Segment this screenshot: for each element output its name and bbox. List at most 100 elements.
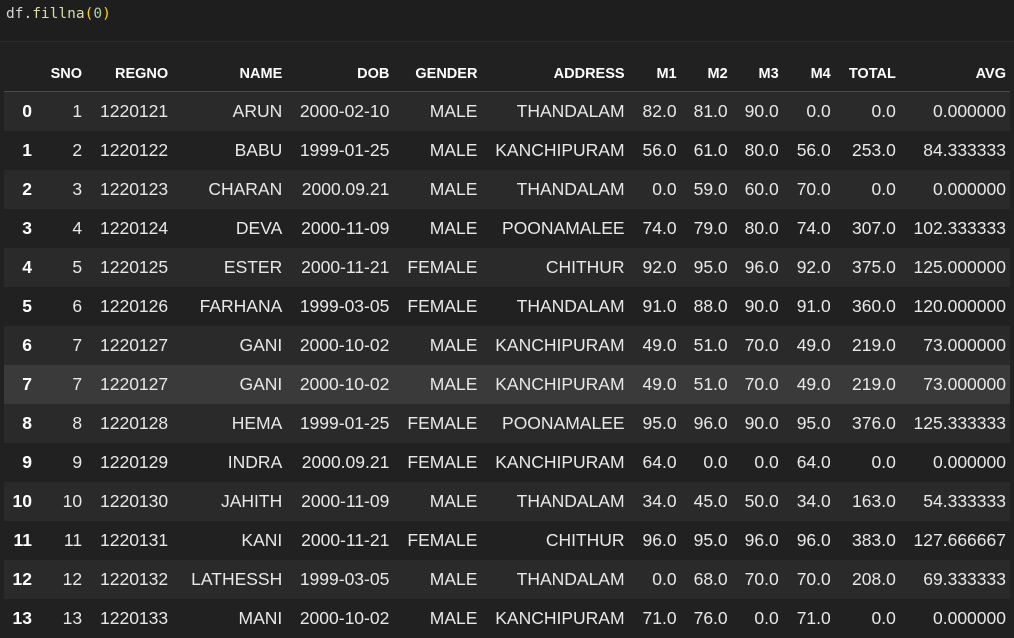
table-cell: 1220130: [82, 482, 168, 521]
table-cell: 68.0: [677, 560, 728, 599]
table-cell: 95.0: [625, 404, 677, 443]
table-cell: 73.000000: [896, 365, 1010, 404]
table-cell: 90.0: [728, 287, 779, 326]
table-cell: CHITHUR: [477, 248, 624, 287]
table-cell: 0.0: [677, 443, 728, 482]
table-cell: 8: [32, 404, 82, 443]
column-header: ADDRESS: [477, 56, 624, 92]
table-cell: 64.0: [779, 443, 831, 482]
table-cell: 11: [32, 521, 82, 560]
row-index: 2: [4, 170, 32, 209]
table-cell: MALE: [389, 365, 477, 404]
table-cell: FEMALE: [389, 404, 477, 443]
table-cell: POONAMALEE: [477, 209, 624, 248]
table-cell: 51.0: [677, 326, 728, 365]
table-cell: 1999-01-25: [282, 404, 389, 443]
table-cell: 4: [32, 209, 82, 248]
table-cell: FEMALE: [389, 248, 477, 287]
table-cell: 96.0: [728, 248, 779, 287]
table-cell: 96.0: [677, 404, 728, 443]
table-cell: 1220124: [82, 209, 168, 248]
table-cell: FEMALE: [389, 443, 477, 482]
column-header: NAME: [168, 56, 282, 92]
row-index: 3: [4, 209, 32, 248]
column-header: DOB: [282, 56, 389, 92]
table-cell: 7: [32, 365, 82, 404]
table-cell: KANCHIPURAM: [477, 365, 624, 404]
table-cell: 0.0: [831, 170, 896, 209]
table-cell: 54.333333: [896, 482, 1010, 521]
row-index: 7: [4, 365, 32, 404]
table-cell: 49.0: [625, 365, 677, 404]
table-cell: 60.0: [728, 170, 779, 209]
table-cell: 125.000000: [896, 248, 1010, 287]
table-cell: 84.333333: [896, 131, 1010, 170]
table-cell: 70.0: [728, 326, 779, 365]
table-cell: 219.0: [831, 365, 896, 404]
table-cell: 1220133: [82, 599, 168, 638]
table-cell: 79.0: [677, 209, 728, 248]
table-cell: FEMALE: [389, 287, 477, 326]
table-cell: 1999-03-05: [282, 560, 389, 599]
table-cell: BABU: [168, 131, 282, 170]
table-cell: MALE: [389, 599, 477, 638]
table-cell: 64.0: [625, 443, 677, 482]
table-cell: KANCHIPURAM: [477, 599, 624, 638]
row-index: 5: [4, 287, 32, 326]
table-cell: 59.0: [677, 170, 728, 209]
table-cell: 69.333333: [896, 560, 1010, 599]
table-cell: 70.0: [779, 560, 831, 599]
table-cell: 1220128: [82, 404, 168, 443]
table-cell: 0.0: [831, 599, 896, 638]
code-cell-input[interactable]: df.fillna(0): [0, 0, 1014, 42]
table-cell: 95.0: [677, 521, 728, 560]
table-cell: HEMA: [168, 404, 282, 443]
table-cell: 1: [32, 92, 82, 132]
table-cell: 70.0: [728, 560, 779, 599]
table-cell: 383.0: [831, 521, 896, 560]
table-cell: 360.0: [831, 287, 896, 326]
row-index: 12: [4, 560, 32, 599]
table-cell: THANDALAM: [477, 170, 624, 209]
table-cell: 73.000000: [896, 326, 1010, 365]
table-cell: 96.0: [728, 521, 779, 560]
table-cell: LATHESSH: [168, 560, 282, 599]
table-cell: 61.0: [677, 131, 728, 170]
code-function: fillna: [32, 6, 84, 22]
table-cell: 1999-01-25: [282, 131, 389, 170]
code-object: df.: [6, 6, 32, 22]
table-cell: 0.000000: [896, 599, 1010, 638]
code-argument: 0: [93, 6, 102, 22]
table-cell: 90.0: [728, 404, 779, 443]
table-cell: 1220123: [82, 170, 168, 209]
table-cell: 3: [32, 170, 82, 209]
table-cell: 6: [32, 287, 82, 326]
table-cell: KANCHIPURAM: [477, 326, 624, 365]
table-cell: 2000-10-02: [282, 326, 389, 365]
table-cell: 0.000000: [896, 443, 1010, 482]
table-cell: 56.0: [779, 131, 831, 170]
table-cell: 1999-03-05: [282, 287, 389, 326]
table-cell: 2: [32, 131, 82, 170]
row-index: 10: [4, 482, 32, 521]
code-paren-close: ): [102, 6, 111, 22]
table-cell: THANDALAM: [477, 287, 624, 326]
table-cell: 2000-11-09: [282, 209, 389, 248]
table-cell: MALE: [389, 560, 477, 599]
table-cell: 0.0: [728, 443, 779, 482]
table-cell: KANCHIPURAM: [477, 131, 624, 170]
row-index: 8: [4, 404, 32, 443]
